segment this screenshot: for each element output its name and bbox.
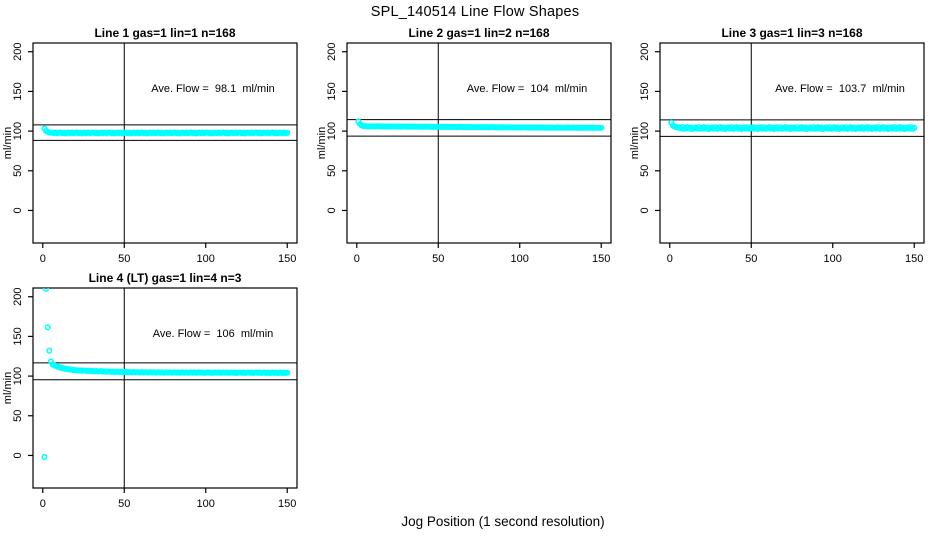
x-tick-label: 50 [118,253,130,265]
y-tick-label: 100 [12,122,24,140]
y-tick-label: 150 [12,82,24,100]
x-tick-label: 0 [40,253,46,265]
y-tick-label: 200 [326,43,338,61]
x-axis: 0 50 100 150 [40,243,296,265]
x-axis: 0 50 100 150 [667,243,923,265]
plot-box [32,287,298,489]
y-tick-label: 50 [12,410,24,422]
y-tick-label: 200 [639,43,651,61]
y-tick-label: 150 [326,82,338,100]
x-tick-label: 150 [278,253,296,265]
y-tick-label: 200 [12,288,24,306]
x-tick-label: 50 [118,498,130,510]
x-tick-label: 100 [511,253,529,265]
panel-2-ave-flow-annotation: Ave. Flow = 104 ml/min [466,83,588,95]
y-tick-label: 50 [639,165,651,177]
x-axis: 0 50 100 150 [354,243,610,265]
y-tick-label: 0 [12,207,24,213]
panel-4-plot: 0 50 100 150 0 50 100 150 200 [12,287,298,510]
reference-lines [33,124,297,141]
x-tick-label: 0 [667,253,673,265]
data-points [41,125,291,137]
y-tick-label: 0 [639,207,651,213]
y-tick-label: 0 [12,452,24,458]
panel-1-ave-flow-annotation: Ave. Flow = 98.1 ml/min [151,83,275,95]
plot-box [32,42,298,244]
y-tick-label: 100 [326,122,338,140]
panel-2-title: Line 2 gas=1 lin=2 n=168 [408,26,550,40]
panel-3-title: Line 3 gas=1 lin=3 n=168 [721,26,863,40]
y-tick-label: 200 [12,43,24,61]
plot-box [659,42,925,244]
y-axis: 0 50 100 150 200 [326,43,347,214]
x-tick-label: 150 [905,253,923,265]
panel-3-plot: 0 50 100 150 0 50 100 150 200 [639,42,925,265]
y-axis: 0 50 100 150 200 [12,288,33,459]
x-tick-label: 150 [592,253,610,265]
panel-4-title: Line 4 (LT) gas=1 lin=4 n=3 [88,271,242,285]
x-tick-label: 100 [197,253,215,265]
y-tick-label: 100 [639,122,651,140]
main-title: SPL_140514 Line Flow Shapes [370,4,580,20]
x-tick-label: 100 [824,253,842,265]
y-tick-label: 0 [326,207,338,213]
reference-lines [660,119,924,137]
y-tick-label: 150 [12,327,24,345]
x-tick-label: 0 [40,498,46,510]
y-tick-label: 100 [12,367,24,385]
reference-lines [347,119,611,137]
y-tick-label: 50 [12,165,24,177]
data-points [355,118,605,131]
reference-lines [33,362,297,381]
x-tick-label: 50 [432,253,444,265]
data-points [668,119,918,133]
y-axis: 0 50 100 150 200 [12,43,33,214]
x-tick-label: 0 [354,253,360,265]
panel-4-ave-flow-annotation: Ave. Flow = 106 ml/min [152,328,274,340]
y-tick-label: 50 [326,165,338,177]
x-tick-label: 150 [278,498,296,510]
x-tick-label: 100 [197,498,215,510]
x-tick-label: 50 [745,253,757,265]
panel-3-ave-flow-annotation: Ave. Flow = 103.7 ml/min [775,83,905,95]
x-axis-label: Jog Position (1 second resolution) [401,514,605,529]
x-axis: 0 50 100 150 [40,488,296,510]
y-tick-label: 150 [639,82,651,100]
panel-1-title: Line 1 gas=1 lin=1 n=168 [94,26,236,40]
data-points [41,288,291,461]
panel-2-plot: 0 50 100 150 0 50 100 150 200 [326,42,612,265]
panel-1-plot: 0 50 100 150 0 50 100 150 200 [12,42,298,265]
y-axis: 0 50 100 150 200 [639,43,660,214]
plot-box [346,42,612,244]
